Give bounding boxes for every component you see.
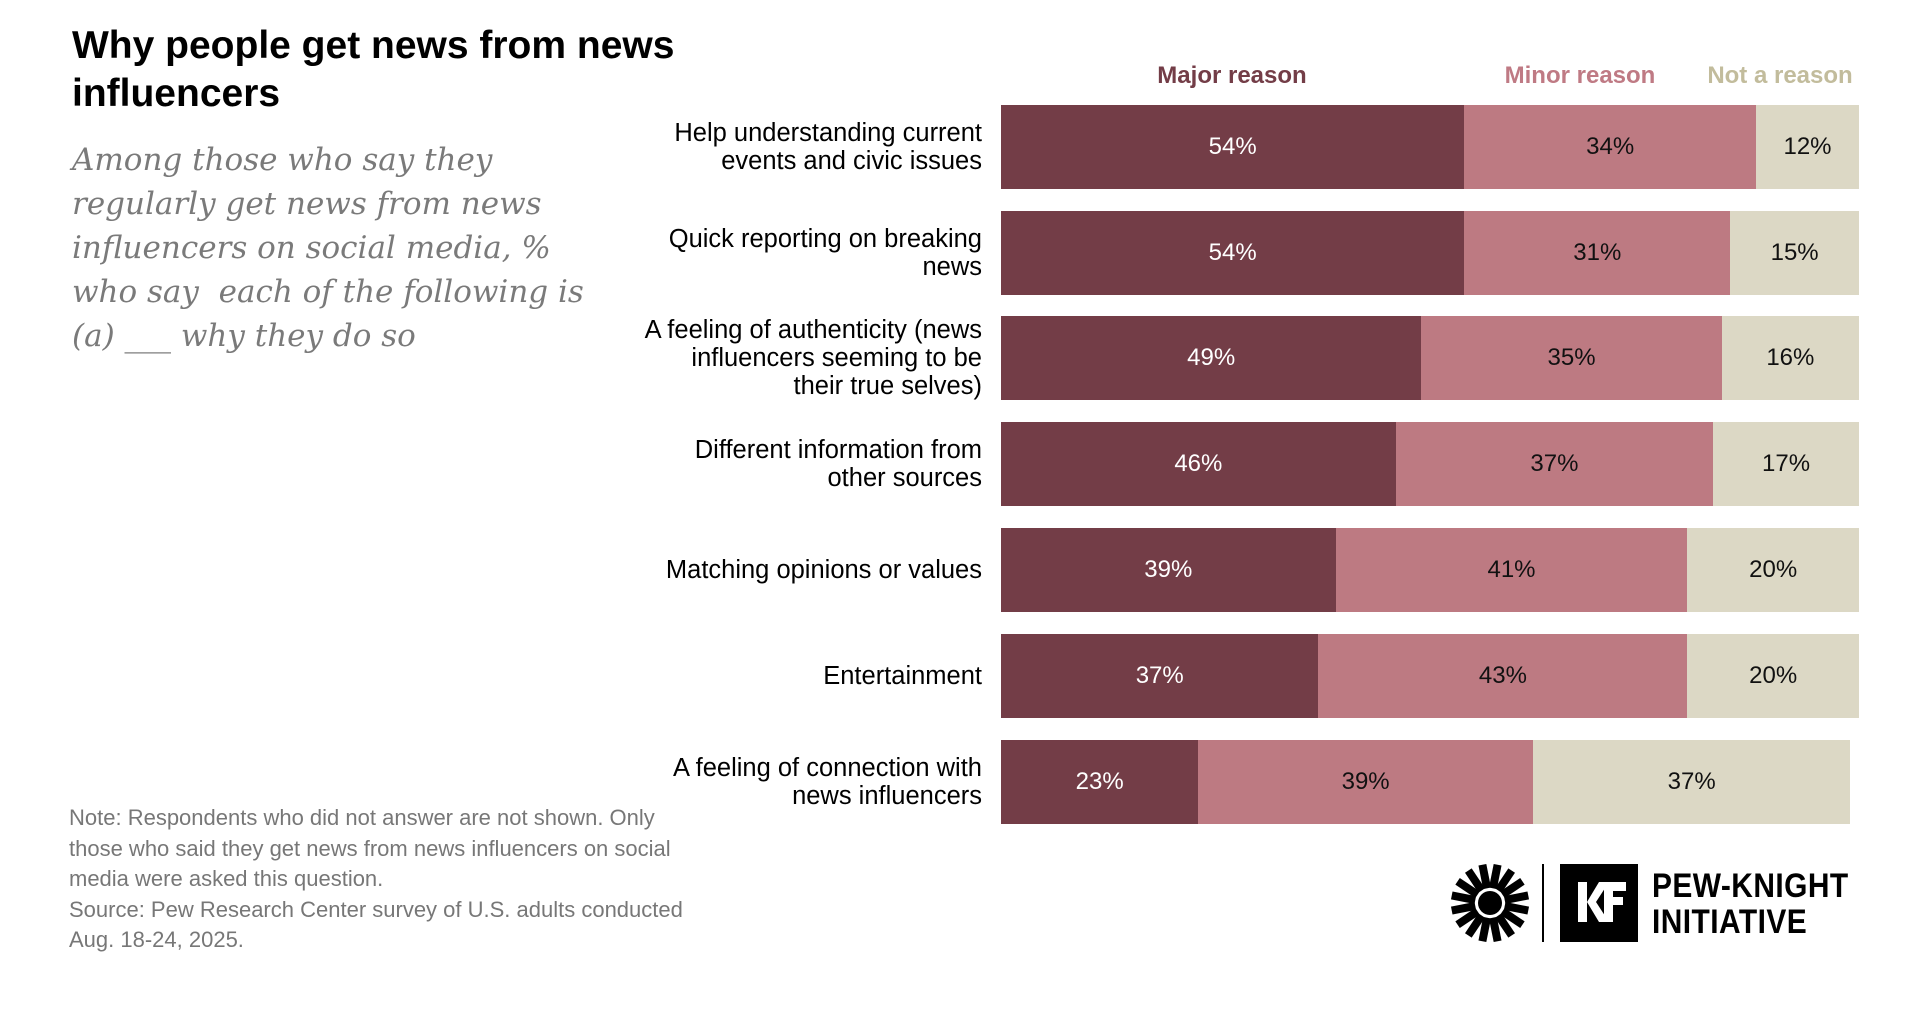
bar-segment-not-a-reason: 12% xyxy=(1756,104,1859,189)
data-label: 34% xyxy=(1586,132,1635,160)
data-label: 46% xyxy=(1174,450,1223,478)
category-label: A feeling of connection with news influe… xyxy=(672,754,982,810)
sunburst-ray xyxy=(1489,916,1502,943)
category-label: Quick reporting on breaking news xyxy=(668,224,982,281)
category-label: Matching opinions or values xyxy=(665,556,982,585)
data-label: 12% xyxy=(1783,132,1832,160)
data-label: 31% xyxy=(1573,238,1622,266)
bar-segment-minor-reason: 37% xyxy=(1395,422,1714,507)
bar-segment-not-a-reason: 17% xyxy=(1713,422,1859,507)
kf-logo-box xyxy=(1560,864,1638,942)
data-label: 15% xyxy=(1770,238,1819,266)
bar-segment-minor-reason: 41% xyxy=(1335,528,1688,613)
sunburst-ray xyxy=(1455,878,1480,898)
data-label: 37% xyxy=(1667,768,1716,795)
brand-name: PEW-KNIGHT INITIATIVE xyxy=(1652,868,1849,940)
note-text: Note: Respondents who did not answer are… xyxy=(69,805,671,891)
data-label: 17% xyxy=(1762,450,1811,478)
kf-logo-letters xyxy=(1578,882,1626,922)
data-label: 39% xyxy=(1144,556,1193,584)
bar-segment-minor-reason: 43% xyxy=(1318,634,1688,719)
bar-segment-major-reason: 54% xyxy=(1001,104,1465,189)
data-label: 41% xyxy=(1487,556,1536,584)
data-label: 54% xyxy=(1208,132,1257,160)
category-label: Different information from other sources xyxy=(694,436,982,493)
bar-segment-major-reason: 46% xyxy=(1001,422,1396,507)
legend-minor-reason: Minor reason xyxy=(1504,62,1656,89)
data-label: 35% xyxy=(1547,344,1596,372)
bar-segment-not-a-reason: 16% xyxy=(1721,316,1859,401)
pew-sunburst-logo-icon xyxy=(1450,863,1638,943)
data-label: 23% xyxy=(1075,768,1124,795)
legend-major-reason: Major reason xyxy=(1157,62,1307,89)
data-label: 37% xyxy=(1530,450,1579,478)
sunburst-center xyxy=(1478,891,1502,915)
brand-line-2: INITIATIVE xyxy=(1652,903,1808,941)
sunburst-ray xyxy=(1500,878,1525,898)
bar-segment-minor-reason: 35% xyxy=(1421,316,1722,401)
bar-segment-minor-reason: 31% xyxy=(1464,210,1731,295)
header-column: Why people get news from news influencer… xyxy=(72,22,674,358)
chart-title: Why people get news from news influencer… xyxy=(72,24,675,115)
sunburst-ray xyxy=(1450,902,1477,915)
bar-segment-major-reason: 39% xyxy=(1001,528,1336,613)
note-block: Note: Respondents who did not answer are… xyxy=(69,803,689,956)
data-label: 43% xyxy=(1478,662,1527,690)
sunburst-ray xyxy=(1489,863,1502,890)
sunburst-ray xyxy=(1455,908,1480,928)
logo-divider xyxy=(1542,864,1544,942)
data-label: 39% xyxy=(1341,768,1390,795)
source-text: Source: Pew Research Center survey of U.… xyxy=(69,896,683,953)
bar-segment-major-reason: 54% xyxy=(1001,210,1465,295)
data-label: 16% xyxy=(1766,344,1815,372)
sunburst-ray xyxy=(1503,891,1530,904)
sunburst-ray xyxy=(1503,902,1530,915)
data-label: 37% xyxy=(1135,662,1184,690)
sunburst-ray xyxy=(1500,908,1525,928)
sunburst-mark xyxy=(1450,863,1530,943)
bar-segment-not-a-reason: 37% xyxy=(1532,740,1851,824)
sunburst-ray xyxy=(1478,863,1491,890)
bar-segment-minor-reason: 39% xyxy=(1198,740,1533,824)
sunburst-ray xyxy=(1465,913,1485,938)
category-label: Help understanding current events and ci… xyxy=(674,118,982,175)
brand-line-1: PEW-KNIGHT xyxy=(1652,867,1849,905)
data-label: 49% xyxy=(1187,344,1236,372)
bar-segment-major-reason: 49% xyxy=(1001,316,1422,401)
category-label: A feeling of authenticity (news influenc… xyxy=(644,316,982,401)
data-label: 54% xyxy=(1208,238,1257,266)
sunburst-ray xyxy=(1478,916,1491,943)
data-label: 20% xyxy=(1749,662,1798,690)
legend-not-a-reason: Not a reason xyxy=(1707,62,1853,89)
bar-segment-minor-reason: 34% xyxy=(1464,104,1757,189)
sunburst-ray xyxy=(1495,868,1515,893)
sunburst-ray xyxy=(1450,891,1477,904)
category-label: Entertainment xyxy=(823,662,982,691)
chart-subtitle: Among those who say they regularly get n… xyxy=(72,142,594,354)
bar-segment-major-reason: 23% xyxy=(1001,740,1199,824)
sunburst-ray xyxy=(1495,913,1515,938)
bar-segment-not-a-reason: 20% xyxy=(1687,634,1859,719)
data-label: 20% xyxy=(1749,556,1798,584)
bar-segment-major-reason: 37% xyxy=(1001,634,1319,719)
sunburst-ray xyxy=(1465,868,1485,893)
bar-segment-not-a-reason: 15% xyxy=(1730,210,1859,295)
bar-segment-not-a-reason: 20% xyxy=(1687,528,1859,613)
